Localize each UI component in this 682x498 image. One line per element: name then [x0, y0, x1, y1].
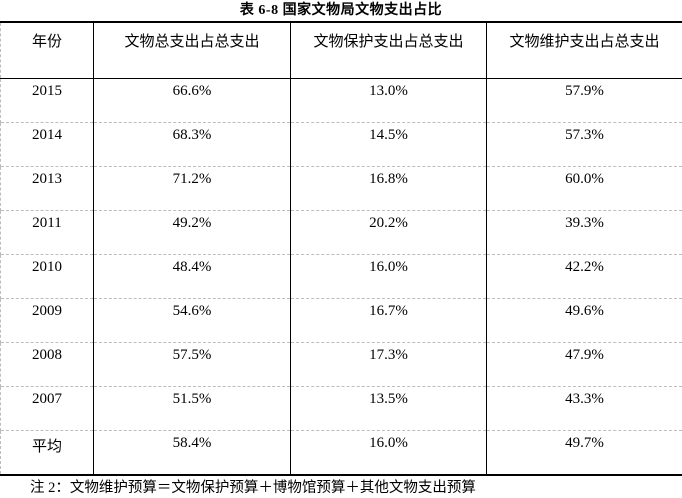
cell-protection: 17.3%	[291, 343, 487, 387]
cell-protection: 16.7%	[291, 299, 487, 343]
cell-protection: 20.2%	[291, 211, 487, 255]
cell-year: 2007	[1, 387, 94, 431]
column-header-protection-expenditure: 文物保护支出占总支出	[291, 22, 487, 79]
cell-year: 2013	[1, 167, 94, 211]
cell-maintenance: 49.7%	[487, 431, 682, 476]
cell-total: 49.2%	[94, 211, 291, 255]
cell-total: 58.4%	[94, 431, 291, 476]
cell-protection: 16.0%	[291, 431, 487, 476]
cell-maintenance: 43.3%	[487, 387, 682, 431]
cell-year: 2015	[1, 79, 94, 123]
table-row: 2014 68.3% 14.5% 57.3%	[1, 123, 682, 167]
table-header-row: 年份 文物总支出占总支出 文物保护支出占总支出 文物维护支出占总支出	[1, 22, 682, 79]
cell-maintenance: 39.3%	[487, 211, 682, 255]
cell-maintenance: 60.0%	[487, 167, 682, 211]
cell-total: 57.5%	[94, 343, 291, 387]
cell-year: 2014	[1, 123, 94, 167]
cell-protection: 16.0%	[291, 255, 487, 299]
cell-protection: 13.5%	[291, 387, 487, 431]
table-row: 2011 49.2% 20.2% 39.3%	[1, 211, 682, 255]
cell-maintenance: 42.2%	[487, 255, 682, 299]
cell-maintenance: 57.9%	[487, 79, 682, 123]
cell-year: 2011	[1, 211, 94, 255]
table-row: 2007 51.5% 13.5% 43.3%	[1, 387, 682, 431]
cell-year: 2010	[1, 255, 94, 299]
cell-protection: 14.5%	[291, 123, 487, 167]
expenditure-table: 年份 文物总支出占总支出 文物保护支出占总支出 文物维护支出占总支出 2015 …	[0, 21, 682, 476]
cell-maintenance: 49.6%	[487, 299, 682, 343]
cell-total: 68.3%	[94, 123, 291, 167]
cell-total: 54.6%	[94, 299, 291, 343]
table-row: 2010 48.4% 16.0% 42.2%	[1, 255, 682, 299]
cell-maintenance: 47.9%	[487, 343, 682, 387]
cell-year: 2008	[1, 343, 94, 387]
table-title: 表 6-8 国家文物局文物支出占比	[0, 0, 682, 21]
table-row: 2015 66.6% 13.0% 57.9%	[1, 79, 682, 123]
cell-total: 48.4%	[94, 255, 291, 299]
table-row: 2009 54.6% 16.7% 49.6%	[1, 299, 682, 343]
column-header-total-expenditure: 文物总支出占总支出	[94, 22, 291, 79]
table-footnote: 注 2：文物维护预算＝文物保护预算＋博物馆预算＋其他文物支出预算	[0, 479, 682, 498]
table-row: 2013 71.2% 16.8% 60.0%	[1, 167, 682, 211]
cell-total: 71.2%	[94, 167, 291, 211]
cell-total: 66.6%	[94, 79, 291, 123]
column-header-year: 年份	[1, 22, 94, 79]
cell-protection: 13.0%	[291, 79, 487, 123]
table-row: 2008 57.5% 17.3% 47.9%	[1, 343, 682, 387]
cell-protection: 16.8%	[291, 167, 487, 211]
cell-total: 51.5%	[94, 387, 291, 431]
table-row-average: 平均 58.4% 16.0% 49.7%	[1, 431, 682, 476]
cell-maintenance: 57.3%	[487, 123, 682, 167]
cell-year: 平均	[1, 431, 94, 476]
column-header-maintenance-expenditure: 文物维护支出占总支出	[487, 22, 682, 79]
cell-year: 2009	[1, 299, 94, 343]
